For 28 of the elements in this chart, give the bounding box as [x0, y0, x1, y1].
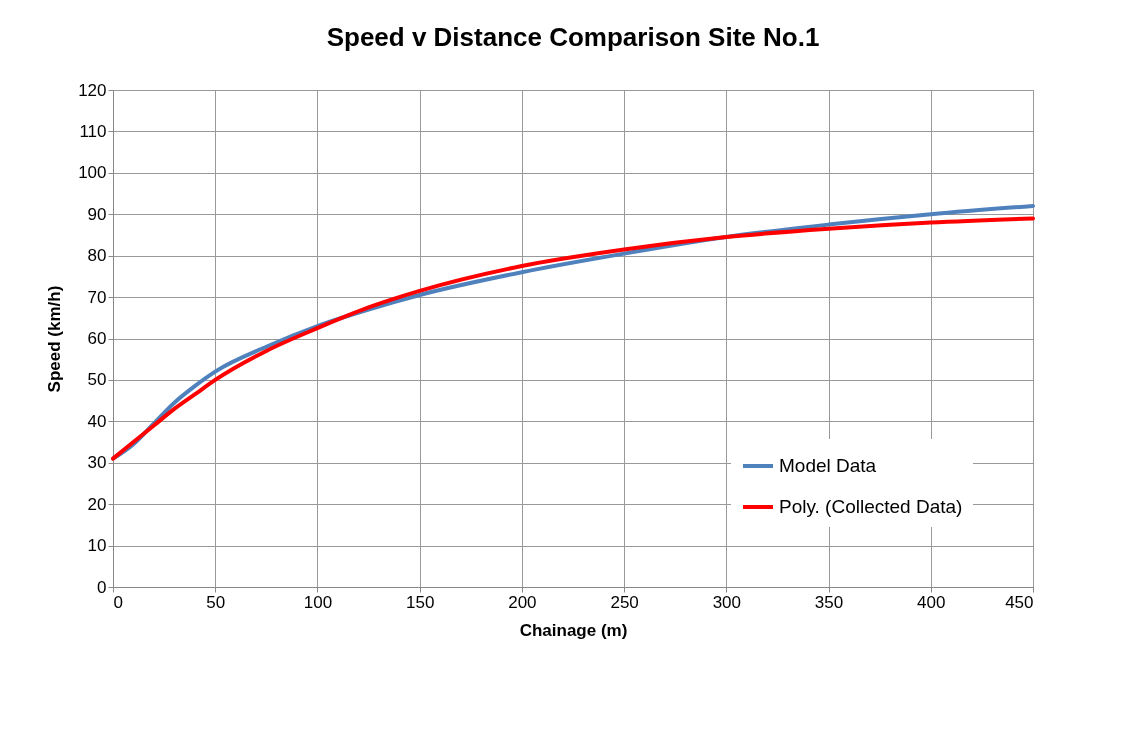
y-tick-label: 10 [87, 536, 107, 556]
chart-title: Speed v Distance Comparison Site No.1 [326, 22, 820, 52]
y-tick-label: 0 [97, 577, 107, 597]
y-tick-label: 70 [87, 287, 107, 307]
y-tick-label: 60 [87, 329, 107, 348]
y-tick-label: 40 [87, 411, 107, 431]
x-tick-label: 250 [610, 592, 639, 612]
y-tick-label: 50 [87, 370, 107, 390]
y-tick-label: 120 [78, 80, 107, 100]
y-tick-label: 100 [78, 163, 107, 183]
y-tick-label: 110 [79, 121, 107, 141]
y-tick-label: 80 [87, 246, 107, 266]
y-axis-title: Speed (km/h) [45, 285, 65, 393]
x-tick-label: 50 [206, 592, 226, 612]
x-tick-label: 100 [303, 592, 333, 612]
x-tick-label: 300 [712, 592, 742, 612]
y-tick-label: 30 [87, 453, 107, 473]
x-tick-label: 400 [917, 592, 946, 612]
x-axis-title: Chainage (m) [519, 620, 628, 640]
x-tick-label: 0 [113, 592, 123, 612]
y-tick-label: 20 [87, 494, 107, 514]
x-tick-label: 350 [814, 592, 844, 612]
y-tick-label: 90 [87, 204, 107, 224]
x-tick-label: 150 [405, 592, 435, 612]
x-tick-label: 450 [1005, 592, 1034, 612]
x-tick-label: 200 [508, 592, 537, 612]
legend-label: Poly. (Collected Data) [779, 496, 963, 517]
legend-label: Model Data [779, 455, 877, 476]
